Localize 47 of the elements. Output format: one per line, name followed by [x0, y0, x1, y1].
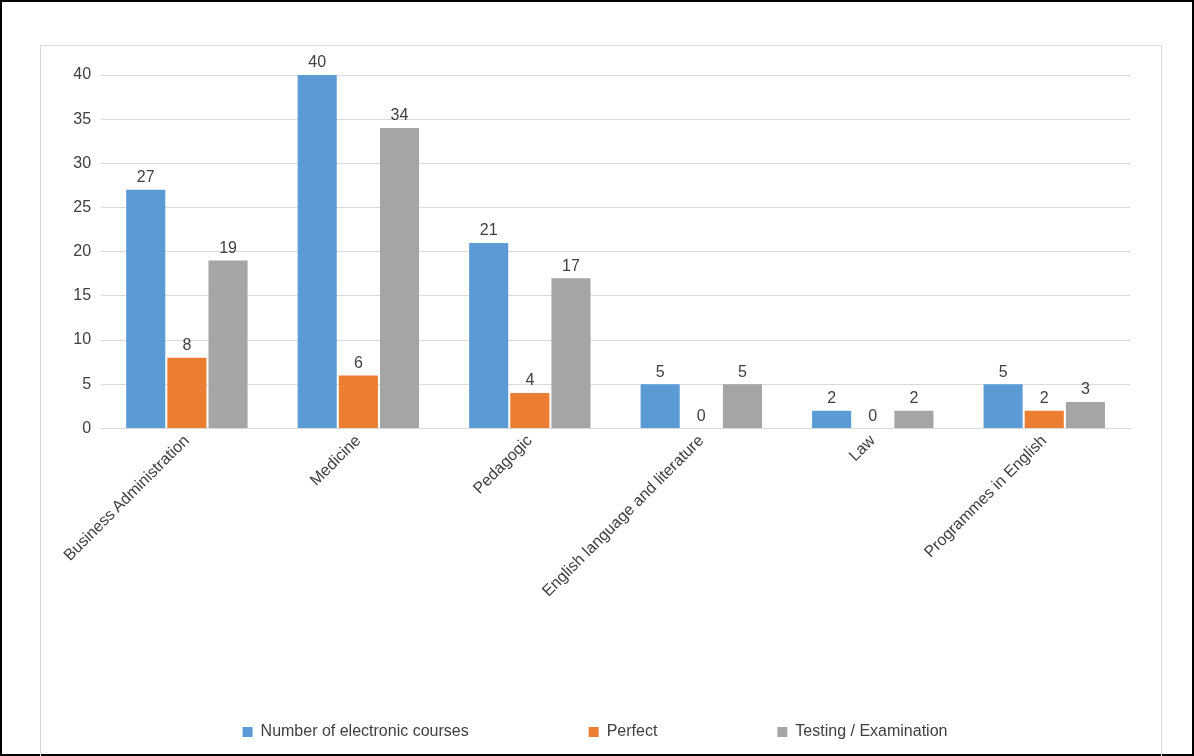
- bar: [126, 189, 166, 428]
- y-tick-label: 20: [73, 242, 92, 260]
- bar: [338, 375, 378, 428]
- data-label: 0: [696, 406, 706, 424]
- y-tick-label: 5: [82, 374, 92, 392]
- bar: [469, 242, 509, 428]
- bar: [1024, 410, 1064, 428]
- data-label: 8: [182, 336, 192, 354]
- y-tick-label: 10: [73, 330, 92, 348]
- data-label: 5: [655, 362, 665, 380]
- bar: [379, 128, 420, 428]
- data-label: 2: [1039, 389, 1049, 407]
- y-tick-label: 40: [73, 65, 92, 83]
- data-label: 2: [827, 389, 837, 407]
- x-tick-label: Law: [845, 431, 879, 465]
- bar: [640, 384, 680, 428]
- y-tick-label: 25: [73, 197, 92, 215]
- bar: [551, 278, 591, 428]
- bar: [297, 75, 337, 428]
- data-label: 27: [136, 168, 155, 186]
- data-label: 21: [479, 221, 498, 239]
- data-label: 40: [308, 53, 327, 71]
- bar: [167, 357, 207, 428]
- y-tick-label: 30: [73, 153, 92, 171]
- data-label: 5: [738, 362, 748, 380]
- bar: [1065, 401, 1105, 428]
- bar: [510, 393, 550, 428]
- bar: [208, 260, 248, 428]
- data-label: 19: [219, 238, 238, 256]
- legend-label: Perfect: [606, 722, 658, 740]
- data-label: 4: [525, 371, 535, 389]
- data-label: 0: [868, 406, 878, 424]
- bar: [983, 384, 1023, 428]
- bar: [894, 410, 934, 428]
- data-label: 5: [998, 362, 1008, 380]
- y-tick-label: 15: [73, 286, 92, 304]
- y-tick-label: 0: [82, 418, 92, 436]
- y-tick-label: 35: [73, 109, 92, 127]
- legend-label: Testing / Examination: [795, 722, 948, 740]
- data-label: 34: [390, 106, 409, 124]
- bar: [722, 384, 763, 428]
- data-label: 2: [909, 389, 919, 407]
- data-label: 6: [353, 353, 363, 371]
- data-label: 17: [562, 256, 580, 274]
- bar: [812, 410, 852, 428]
- data-label: 3: [1080, 380, 1090, 398]
- legend-label: Number of electronic courses: [260, 722, 469, 740]
